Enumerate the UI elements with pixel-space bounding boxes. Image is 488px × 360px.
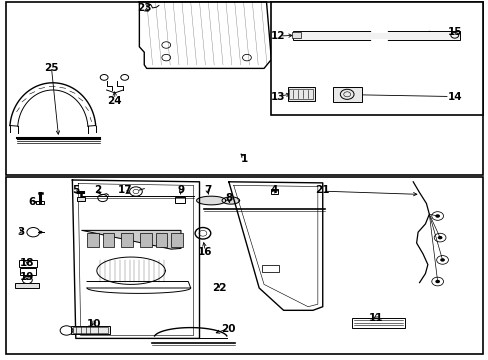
Bar [175,197,184,203]
Circle shape [434,280,439,283]
Circle shape [437,236,442,239]
Text: 21: 21 [315,185,329,195]
Text: 14: 14 [447,92,461,102]
Bar [87,233,99,247]
Text: 25: 25 [44,63,59,73]
Text: 4: 4 [269,185,277,195]
Bar [77,197,84,201]
Bar [20,268,36,275]
Bar [289,89,313,99]
Bar [6,177,482,354]
Bar [71,326,110,334]
Bar [121,233,133,247]
Bar [102,233,114,247]
Text: 15: 15 [447,27,461,37]
Text: 18: 18 [20,258,34,268]
Bar [271,189,277,194]
Text: 12: 12 [270,31,285,41]
Text: 13: 13 [270,92,285,102]
Circle shape [434,214,439,218]
Circle shape [39,231,42,234]
Text: 3: 3 [17,227,24,237]
Text: 22: 22 [211,283,226,293]
Bar [332,87,361,102]
Circle shape [439,258,444,262]
Text: 6: 6 [28,197,35,207]
Text: 17: 17 [117,185,132,195]
Polygon shape [82,230,181,249]
Bar [271,2,482,115]
Bar [140,233,151,247]
Bar [6,2,482,175]
Text: 7: 7 [203,185,211,195]
Text: 24: 24 [107,96,122,106]
Bar [261,265,278,272]
Text: 23: 23 [137,3,151,13]
Bar [171,233,183,247]
Bar [287,87,315,101]
Polygon shape [222,197,239,204]
Bar [155,233,167,247]
Text: 19: 19 [20,272,34,282]
Text: 2: 2 [94,185,101,195]
Text: 10: 10 [86,319,101,329]
Bar [36,201,44,204]
Bar [73,327,107,333]
Text: 9: 9 [177,185,184,195]
Text: 16: 16 [198,247,212,257]
Text: 1: 1 [241,154,247,164]
Polygon shape [196,196,225,205]
Bar [293,31,459,40]
Bar [15,283,39,288]
Bar [292,32,300,38]
Text: 11: 11 [368,312,383,323]
Text: 5: 5 [72,185,79,195]
Text: 8: 8 [225,193,232,203]
Bar [351,318,404,328]
Text: 20: 20 [221,324,236,334]
Bar [19,260,37,267]
